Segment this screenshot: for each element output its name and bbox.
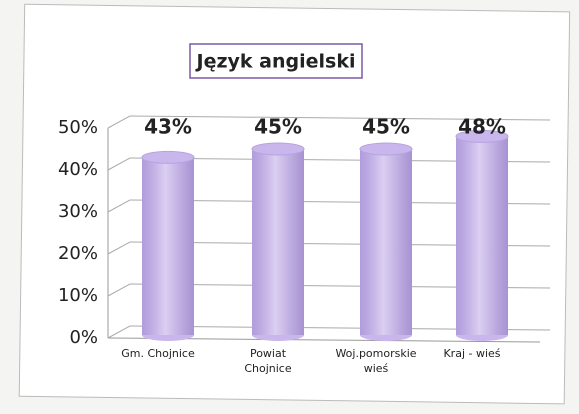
x-tick-label: Kraj - wieś [443,347,501,360]
bar-top [359,142,413,156]
bar-shade [252,149,304,335]
y-tick-label: 30% [58,201,98,222]
data-label: 43% [144,115,192,139]
grid-line [107,157,131,171]
bar-top [455,129,509,143]
title-box [189,43,363,79]
x-tick-label: Woj.pomorskie wieś [335,347,417,375]
bar-shade [456,136,508,335]
grid-line [107,241,131,255]
data-label: 45% [254,115,302,139]
y-tick-label: 40% [58,159,98,180]
grid-line [107,115,131,129]
y-tick-label: 10% [58,285,98,306]
chart-title: Język angielski [195,51,356,73]
data-label: 48% [458,115,506,139]
grid-line [107,325,131,339]
grid-line [107,283,131,297]
x-tick-label: Gm. Chojnice [121,347,195,360]
grid-line [129,115,551,121]
bar-top [251,142,305,156]
x-tick-label: Powiat Chojnice [244,347,292,375]
y-tick-label: 20% [58,243,98,264]
bar-top [141,150,195,164]
bar-shade [360,149,412,335]
bar-shade [142,157,194,335]
grid-line [107,199,131,213]
data-label: 45% [362,115,410,139]
y-tick-label: 0% [69,327,98,348]
y-tick-label: 50% [58,117,98,138]
